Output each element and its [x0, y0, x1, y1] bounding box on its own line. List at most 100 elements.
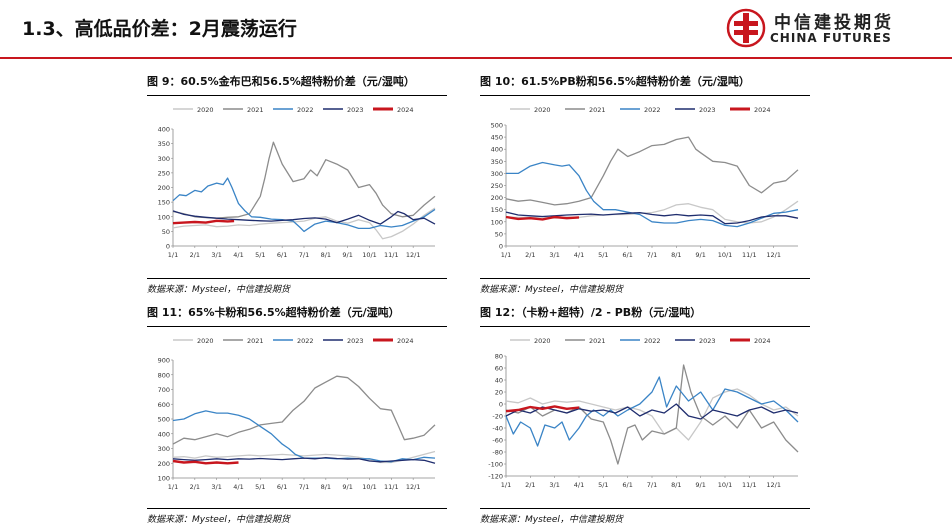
y-tick-label: 500: [158, 416, 170, 424]
legend-label: 2023: [699, 106, 716, 114]
series-line-2024: [172, 219, 235, 225]
y-tick-label: 50: [162, 228, 170, 236]
y-tick-label: 100: [491, 218, 503, 226]
y-tick-label: 40: [495, 377, 503, 385]
legend-label: 2024: [754, 337, 771, 345]
legend-label: 2021: [247, 337, 264, 345]
x-tick-label: 2/1: [190, 483, 200, 491]
x-tick-label: 8/1: [671, 481, 681, 489]
legend-label: 2020: [534, 106, 551, 114]
series-line-2021: [172, 375, 436, 445]
y-tick-label: 20: [495, 389, 503, 397]
y-tick-label: 300: [491, 170, 503, 178]
line-chart: 2020 2021 2022 2023 2024 100 200 300 400 500 600 70…: [147, 328, 447, 510]
x-tick-label: 5/1: [598, 481, 608, 489]
chart-source: 数据来源：Mysteel，中信建投期货: [147, 285, 290, 295]
x-tick-label: 3/1: [549, 481, 559, 489]
x-tick-label: 6/1: [622, 481, 632, 489]
y-tick-label: 600: [158, 401, 170, 409]
x-tick-label: 9/1: [342, 251, 352, 259]
source-divider: [480, 508, 810, 509]
x-tick-label: 5/1: [598, 251, 608, 259]
y-tick-label: 900: [158, 357, 170, 365]
y-tick-label: 300: [158, 445, 170, 453]
series-line-2022: [506, 161, 799, 228]
legend-label: 2024: [397, 106, 414, 114]
series-line-2021: [505, 364, 799, 465]
legend-label: 2023: [347, 106, 364, 114]
x-tick-label: 4/1: [233, 251, 243, 259]
chart-title: 图 9：60.5%金布巴和56.5%超特粉价差（元/湿吨）: [147, 75, 415, 88]
line-chart: 2020 2021 2022 2023 2024 -120 -100 -80 -60 -40 -20…: [480, 328, 810, 510]
chart-svg: 2020 2021 2022 2023 2024 -120 -100 -80 -60 -40 -20…: [488, 337, 799, 489]
line-chart: 2020 2021 2022 2023 2024 0 50 100 150 200 250 300 35…: [480, 97, 810, 279]
legend-label: 2021: [589, 337, 606, 345]
series-line-2021: [172, 141, 436, 219]
series-line-2024: [505, 215, 580, 221]
y-tick-label: 350: [158, 140, 170, 148]
legend-label: 2024: [397, 337, 414, 345]
x-tick-label: 9/1: [695, 251, 705, 259]
logo-en: CHINA FUTURES: [770, 31, 892, 45]
y-tick-label: 250: [491, 182, 503, 190]
y-tick-label: -20: [492, 413, 503, 421]
series-line-2021: [505, 136, 799, 206]
x-tick-label: 7/1: [299, 251, 309, 259]
legend-label: 2022: [297, 337, 314, 345]
logo-cn: 中信建投期货: [774, 13, 894, 33]
y-tick-label: -40: [492, 425, 503, 433]
chart-svg: 2020 2021 2022 2023 2024 100 200 300 400 500 600 70…: [158, 337, 436, 491]
chart-panel-9: 图 9：60.5%金布巴和56.5%超特粉价差（元/湿吨） 2020 2021 20…: [147, 73, 447, 303]
series-line-2020: [172, 450, 436, 464]
chart-svg: 2020 2021 2022 2023 2024 0 50 100 150 200 250 300 35…: [491, 106, 799, 259]
legend-label: 2020: [197, 337, 214, 345]
y-tick-label: -80: [492, 449, 503, 457]
y-tick-label: 100: [158, 213, 170, 221]
y-tick-label: -120: [488, 473, 503, 481]
source-divider: [480, 278, 810, 279]
chart-panel-12: 图 12：（卡粉+超特）/2 - PB粉（元/湿吨） 2020 2021 2022 2…: [480, 304, 810, 532]
x-tick-label: 10/1: [362, 251, 377, 259]
y-tick-label: 50: [495, 230, 503, 238]
x-tick-label: 1/1: [168, 251, 178, 259]
x-tick-label: 11/1: [384, 251, 399, 259]
chart-title: 图 10：61.5%PB粉和56.5%超特粉价差（元/湿吨）: [480, 75, 750, 88]
brand-logo: 中信建投期货 CHINA FUTURES: [726, 8, 926, 48]
x-tick-label: 2/1: [525, 481, 535, 489]
x-tick-label: 8/1: [321, 251, 331, 259]
x-tick-label: 8/1: [671, 251, 681, 259]
legend-label: 2020: [197, 106, 214, 114]
series-line-2023: [505, 403, 799, 420]
y-tick-label: 400: [158, 126, 170, 134]
series-line-2022: [172, 177, 436, 233]
chart-panel-10: 图 10：61.5%PB粉和56.5%超特粉价差（元/湿吨） 2020 2021 2…: [480, 73, 810, 303]
page-title: 1.3、高低品价差：2月震荡运行: [22, 18, 297, 40]
chart-title: 图 11：65%卡粉和56.5%超特粉价差（元/湿吨）: [147, 306, 400, 319]
x-tick-label: 7/1: [647, 481, 657, 489]
y-tick-label: 150: [491, 206, 503, 214]
chart-panel-11: 图 11：65%卡粉和56.5%超特粉价差（元/湿吨） 2020 2021 2022…: [147, 304, 447, 532]
x-tick-label: 9/1: [342, 483, 352, 491]
x-tick-label: 5/1: [255, 251, 265, 259]
y-tick-label: 80: [495, 353, 503, 361]
x-tick-label: 11/1: [384, 483, 399, 491]
source-divider: [147, 508, 447, 509]
chart-source: 数据来源：Mysteel，中信建投期货: [147, 515, 290, 525]
y-tick-label: 350: [491, 158, 503, 166]
header-divider: [0, 57, 952, 59]
x-tick-label: 12/1: [406, 483, 421, 491]
x-tick-label: 4/1: [233, 483, 243, 491]
y-tick-label: -60: [492, 437, 503, 445]
series-line-2024: [505, 405, 580, 413]
y-tick-label: 450: [491, 134, 503, 142]
y-tick-label: 250: [158, 169, 170, 177]
x-tick-label: 2/1: [525, 251, 535, 259]
y-tick-label: 800: [158, 371, 170, 379]
series-line-2023: [172, 210, 436, 225]
y-tick-label: 400: [158, 430, 170, 438]
x-tick-label: 7/1: [299, 483, 309, 491]
x-tick-label: 6/1: [622, 251, 632, 259]
x-tick-label: 11/1: [742, 481, 757, 489]
y-tick-label: -100: [488, 461, 503, 469]
x-tick-label: 12/1: [766, 481, 781, 489]
